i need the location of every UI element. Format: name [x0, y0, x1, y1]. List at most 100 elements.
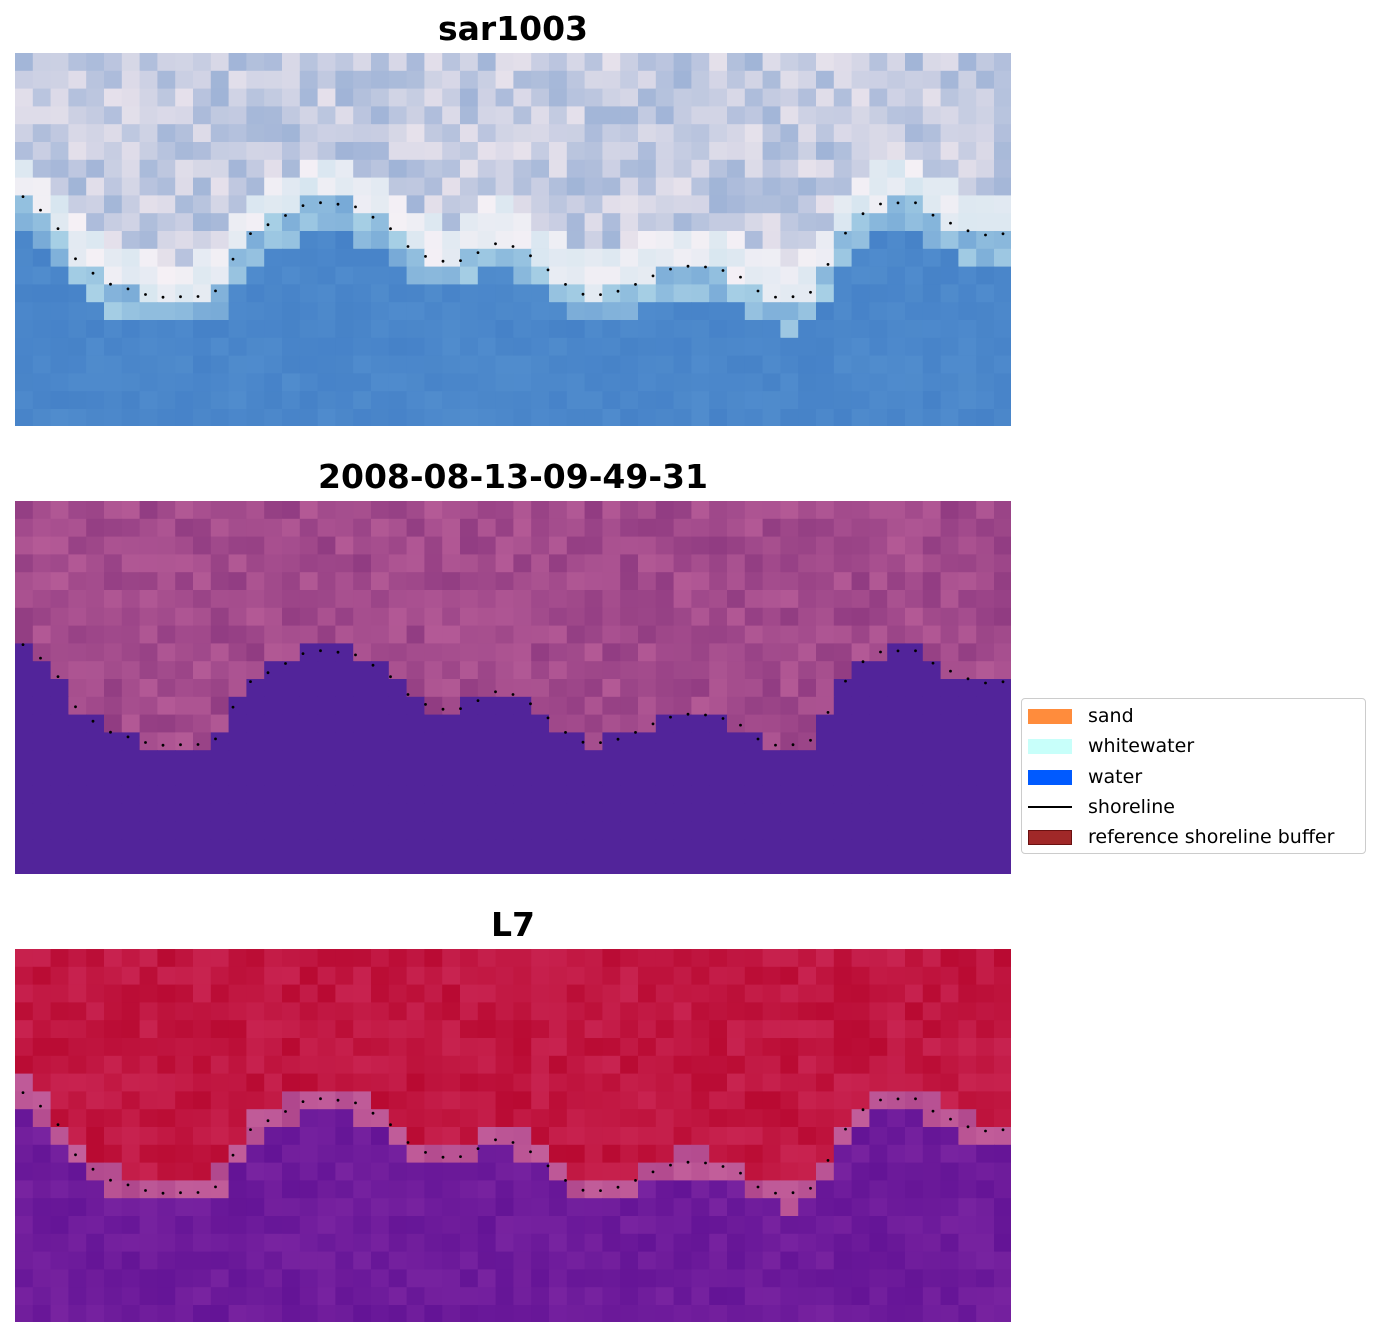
raster-pixel [762, 1091, 781, 1110]
raster-pixel [104, 1127, 123, 1146]
raster-pixel [833, 320, 853, 339]
raster-pixel [940, 857, 959, 874]
raster-pixel [371, 355, 390, 374]
raster-pixel [68, 1073, 87, 1092]
raster-pixel [121, 803, 141, 822]
raster-pixel [816, 373, 835, 392]
raster-pixel [851, 625, 870, 644]
raster-pixel [157, 231, 176, 250]
raster-pixel [32, 696, 52, 716]
raster-pixel [68, 391, 87, 410]
raster-pixel [477, 501, 497, 520]
raster-pixel [869, 302, 888, 321]
raster-pixel [175, 679, 194, 698]
raster-pixel [531, 1162, 550, 1181]
raster-pixel [442, 159, 461, 179]
raster-pixel [335, 195, 354, 214]
raster-pixel [887, 1287, 906, 1306]
shoreline-point [39, 208, 42, 212]
raster-pixel [495, 391, 514, 410]
raster-pixel [727, 966, 746, 986]
raster-pixel [50, 1002, 69, 1021]
raster-pixel [958, 839, 977, 858]
raster-pixel [851, 302, 870, 321]
raster-pixel [673, 53, 692, 72]
raster-pixel [513, 1109, 532, 1128]
raster-pixel [50, 195, 69, 214]
raster-pixel [442, 213, 461, 232]
raster-pixel [887, 714, 906, 733]
raster-pixel [442, 750, 461, 769]
raster-pixel [477, 821, 497, 840]
raster-pixel [531, 391, 550, 410]
raster-pixel [139, 518, 158, 538]
raster-pixel [744, 590, 764, 609]
raster-pixel [691, 966, 710, 986]
raster-pixel [139, 607, 158, 627]
raster-pixel [709, 572, 728, 591]
raster-pixel [442, 661, 461, 680]
raster-pixel [798, 1233, 817, 1253]
raster-pixel [709, 106, 728, 125]
raster-pixel [495, 949, 514, 968]
raster-pixel [424, 949, 443, 968]
raster-pixel [15, 391, 34, 410]
raster-pixel [121, 337, 141, 357]
raster-pixel [406, 1144, 425, 1164]
raster-pixel [86, 696, 105, 716]
legend-label: sand [1088, 705, 1134, 727]
raster-pixel [460, 1162, 479, 1181]
raster-pixel [121, 124, 141, 143]
raster-pixel [442, 679, 461, 698]
raster-pixel [655, 1251, 675, 1270]
raster-pixel [620, 159, 639, 179]
raster-pixel [388, 1038, 408, 1057]
raster-pixel [175, 518, 194, 538]
raster-pixel [976, 839, 995, 858]
raster-pixel [655, 106, 675, 125]
raster-pixel [175, 373, 194, 392]
raster-pixel [282, 501, 301, 520]
raster-pixel [388, 984, 408, 1003]
raster-pixel [371, 320, 390, 339]
raster-pixel [477, 643, 497, 662]
raster-pixel [32, 195, 52, 214]
raster-pixel [620, 984, 639, 1003]
raster-pixel [246, 1233, 265, 1253]
raster-pixel [780, 501, 799, 520]
raster-pixel [566, 1127, 586, 1146]
shoreline-point [546, 1164, 550, 1168]
raster-pixel [816, 1269, 835, 1288]
raster-pixel [798, 590, 817, 609]
raster-pixel [958, 1073, 977, 1092]
raster-pixel [175, 1180, 194, 1199]
raster-pixel [335, 248, 354, 268]
raster-pixel [477, 714, 497, 733]
raster-pixel [406, 732, 425, 751]
raster-pixel [139, 1091, 158, 1110]
raster-pixel [406, 88, 425, 107]
raster-pixel [68, 1287, 87, 1306]
raster-pixel [299, 337, 319, 357]
raster-pixel [976, 714, 995, 733]
raster-pixel [406, 536, 425, 555]
raster-pixel [887, 53, 906, 72]
raster-pixel [121, 518, 141, 538]
raster-pixel [442, 177, 461, 196]
raster-pixel [816, 1144, 835, 1164]
raster-pixel [495, 1144, 514, 1164]
raster-pixel [32, 1233, 52, 1253]
raster-pixel [299, 554, 319, 573]
raster-pixel [353, 518, 372, 538]
raster-pixel [32, 355, 52, 374]
raster-pixel [424, 337, 443, 357]
raster-pixel [335, 53, 354, 72]
raster-pixel [388, 1269, 408, 1288]
raster-pixel [673, 572, 692, 591]
raster-pixel [513, 124, 532, 143]
raster-pixel [139, 572, 158, 591]
raster-pixel [86, 124, 105, 143]
raster-pixel [157, 590, 176, 609]
raster-pixel [833, 536, 853, 555]
raster-pixel [727, 355, 746, 374]
